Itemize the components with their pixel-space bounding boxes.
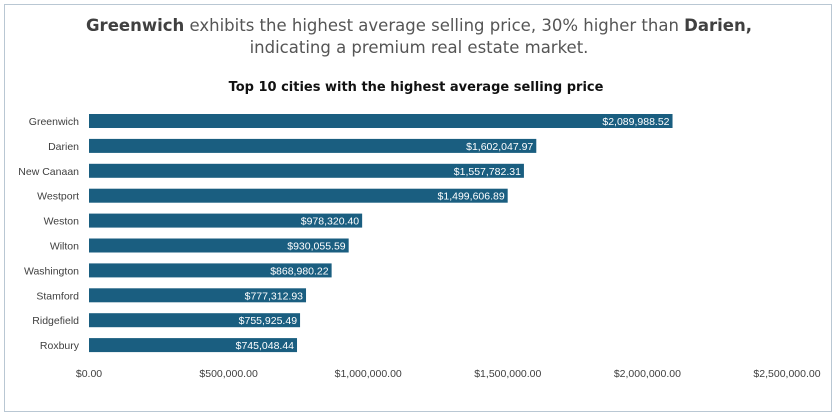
category-label: Weston [44, 216, 80, 228]
headline-text-1: exhibits the highest average selling pri… [184, 16, 685, 35]
category-label: Roxbury [40, 340, 80, 352]
headline-city-1: Greenwich [86, 16, 185, 35]
bar [89, 338, 298, 353]
data-label: $1,499,606.89 [438, 191, 505, 203]
category-label: Greenwich [29, 116, 79, 128]
category-label: Ridgefield [32, 315, 79, 327]
data-label: $868,980.22 [270, 265, 329, 277]
x-tick-label: $2,000,000.00 [614, 368, 681, 380]
data-label: $755,925.49 [239, 315, 298, 327]
data-label: $745,048.44 [236, 340, 295, 352]
headline-city-2: Darien, [684, 16, 752, 35]
category-label: Darien [48, 141, 79, 153]
bar [89, 138, 537, 153]
x-tick-label: $1,000,000.00 [335, 368, 402, 380]
category-label: Washington [24, 265, 79, 277]
data-label: $2,089,988.52 [602, 116, 669, 128]
bar [89, 114, 673, 128]
data-label: $930,055.59 [287, 241, 346, 253]
bar [89, 313, 301, 328]
bar [89, 163, 524, 178]
data-label: $1,557,782.31 [454, 166, 521, 178]
data-label: $777,312.93 [245, 290, 304, 302]
chart-title: Top 10 cities with the highest average s… [228, 80, 604, 95]
category-label: New Canaan [18, 166, 79, 178]
headline: Greenwich exhibits the highest average s… [60, 15, 778, 59]
x-axis-tick-labels: $0.00 $500,000.00 $1,000,000.00 $1,500,000.… [76, 368, 821, 380]
data-label: $978,320.40 [301, 216, 360, 228]
bar [89, 288, 307, 303]
bar [89, 238, 349, 253]
headline-text-2: indicating a premium real estate market. [249, 38, 589, 57]
x-tick-label: $1,500,000.00 [474, 368, 541, 380]
category-label: Wilton [50, 241, 79, 253]
x-tick-label: $0.00 [76, 368, 102, 380]
bar [89, 213, 363, 228]
value-labels: $2,089,988.52 $1,602,047.97 $1,557,782.31 $… [236, 116, 670, 352]
data-label: $1,602,047.97 [466, 141, 533, 153]
x-tick-label: $2,500,000.00 [753, 368, 820, 380]
bar [89, 188, 508, 203]
category-label: Stamford [36, 290, 79, 302]
bars-layer [89, 114, 673, 353]
bar [89, 263, 332, 278]
category-labels: Greenwich Darien New Canaan Westport Weston W… [18, 116, 79, 352]
x-tick-label: $500,000.00 [199, 368, 258, 380]
category-label: Westport [37, 191, 79, 203]
